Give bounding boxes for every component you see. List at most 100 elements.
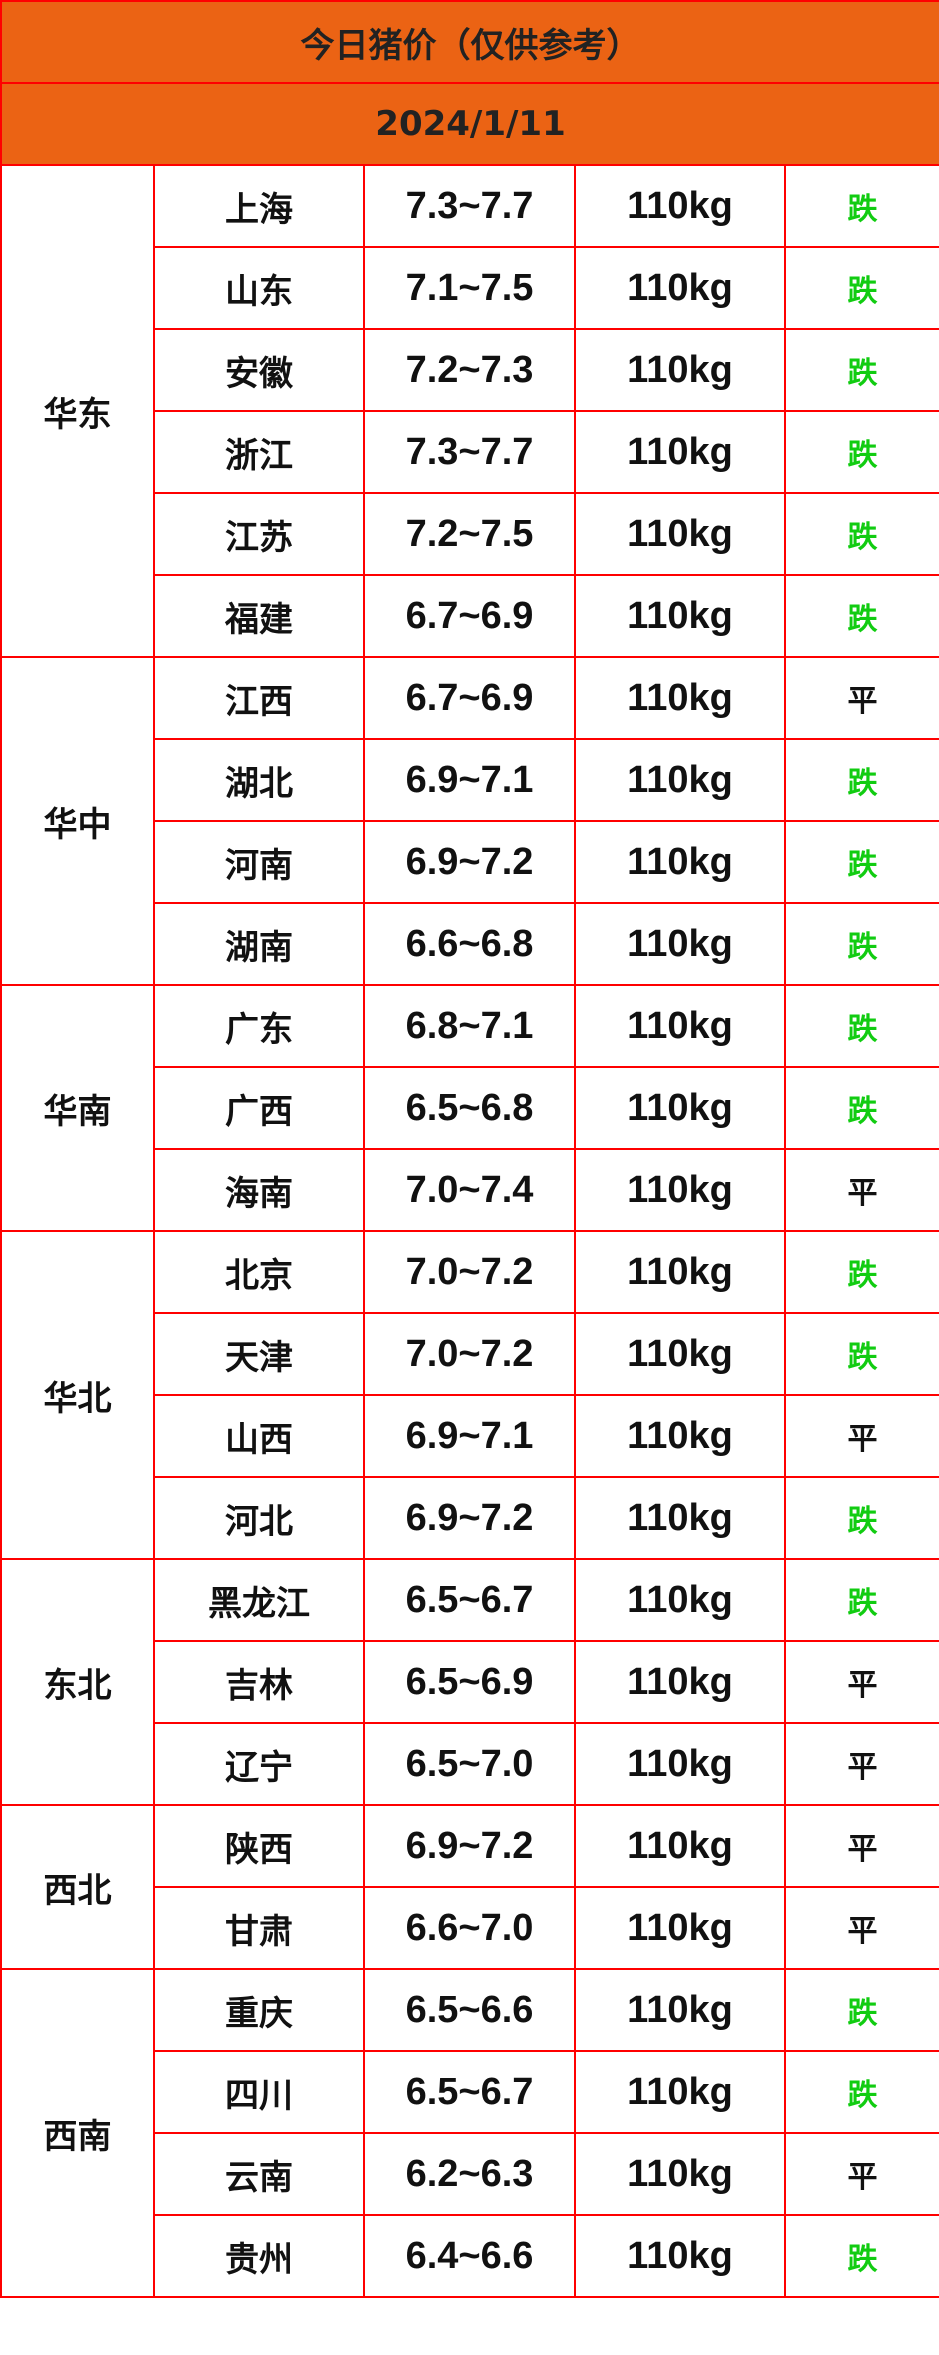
table-date: 2024/1/11 bbox=[0, 82, 939, 166]
province-cell: 海南 bbox=[153, 1148, 365, 1232]
region-cell: 华东 bbox=[0, 164, 155, 658]
weight-cell: 110kg bbox=[574, 1804, 786, 1888]
table-row: 西北 陕西 6.9~7.2 110kg 平 bbox=[0, 1804, 939, 1970]
price-range-cell: 7.0~7.2 bbox=[363, 1230, 576, 1314]
trend-cell: 平 bbox=[783, 1722, 939, 1806]
weight-cell: 110kg bbox=[574, 1722, 786, 1806]
price-range-cell: 6.5~6.8 bbox=[363, 1066, 576, 1150]
region-cell: 西北 bbox=[0, 1804, 155, 1970]
price-range-cell: 6.5~6.7 bbox=[363, 1558, 576, 1642]
table-row: 山西 6.9~7.1 110kg 平 bbox=[1, 1394, 939, 1478]
weight-cell: 110kg bbox=[574, 738, 786, 822]
trend-cell: 跌 bbox=[783, 1558, 939, 1642]
province-cell: 河北 bbox=[153, 1476, 365, 1560]
province-cell: 上海 bbox=[153, 164, 365, 248]
trend-cell: 跌 bbox=[783, 1230, 939, 1314]
price-range-cell: 6.9~7.2 bbox=[363, 820, 576, 904]
province-cell: 河南 bbox=[153, 820, 365, 904]
trend-cell: 跌 bbox=[783, 164, 939, 248]
price-range-cell: 6.5~6.6 bbox=[363, 1968, 576, 2052]
province-cell: 浙江 bbox=[153, 410, 365, 494]
weight-cell: 110kg bbox=[574, 820, 786, 904]
table-row: 华中 江西 6.7~6.9 110kg 平 bbox=[0, 656, 939, 986]
table-row: 东北 黑龙江 6.5~6.7 110kg 跌 bbox=[0, 1558, 939, 1806]
price-range-cell: 7.2~7.3 bbox=[363, 328, 576, 412]
price-range-cell: 6.5~7.0 bbox=[363, 1722, 576, 1806]
province-cell: 贵州 bbox=[153, 2214, 365, 2298]
table-row: 华南 广东 6.8~7.1 110kg 跌 bbox=[0, 984, 939, 1232]
trend-cell: 跌 bbox=[783, 492, 939, 576]
price-range-cell: 7.3~7.7 bbox=[363, 164, 576, 248]
weight-cell: 110kg bbox=[574, 1148, 786, 1232]
trend-cell: 平 bbox=[783, 1640, 939, 1724]
price-range-cell: 6.6~7.0 bbox=[363, 1886, 576, 1970]
trend-cell: 跌 bbox=[783, 1312, 939, 1396]
weight-cell: 110kg bbox=[574, 574, 786, 658]
table-title: 今日猪价（仅供参考） bbox=[0, 0, 939, 84]
province-cell: 黑龙江 bbox=[153, 1558, 365, 1642]
province-cell: 北京 bbox=[153, 1230, 365, 1314]
province-cell: 四川 bbox=[153, 2050, 365, 2134]
price-range-cell: 6.8~7.1 bbox=[363, 984, 576, 1068]
price-range-cell: 7.1~7.5 bbox=[363, 246, 576, 330]
trend-cell: 跌 bbox=[783, 246, 939, 330]
trend-cell: 平 bbox=[783, 1148, 939, 1232]
trend-cell: 平 bbox=[783, 1886, 939, 1970]
price-range-cell: 6.4~6.6 bbox=[363, 2214, 576, 2298]
weight-cell: 110kg bbox=[574, 410, 786, 494]
table-row: 天津 7.0~7.2 110kg 跌 bbox=[1, 1312, 939, 1396]
price-range-cell: 7.0~7.4 bbox=[363, 1148, 576, 1232]
table-row: 吉林 6.5~6.9 110kg 平 bbox=[1, 1640, 939, 1724]
price-range-cell: 6.9~7.1 bbox=[363, 1394, 576, 1478]
weight-cell: 110kg bbox=[574, 1394, 786, 1478]
trend-cell: 跌 bbox=[783, 410, 939, 494]
price-range-cell: 6.5~6.9 bbox=[363, 1640, 576, 1724]
pig-price-table: 今日猪价（仅供参考） 2024/1/11 华东 上海 7.3~7.7 110kg 跌山东… bbox=[0, 0, 939, 2298]
province-cell: 山西 bbox=[153, 1394, 365, 1478]
table-row: 西南 重庆 6.5~6.6 110kg 跌 bbox=[0, 1968, 939, 2298]
trend-cell: 平 bbox=[783, 2132, 939, 2216]
trend-cell: 跌 bbox=[783, 820, 939, 904]
weight-cell: 110kg bbox=[574, 1886, 786, 1970]
trend-cell: 跌 bbox=[783, 2050, 939, 2134]
weight-cell: 110kg bbox=[574, 984, 786, 1068]
weight-cell: 110kg bbox=[574, 164, 786, 248]
trend-cell: 平 bbox=[783, 1804, 939, 1888]
trend-cell: 跌 bbox=[783, 328, 939, 412]
trend-cell: 平 bbox=[783, 1394, 939, 1478]
price-range-cell: 7.2~7.5 bbox=[363, 492, 576, 576]
table-row: 贵州 6.4~6.6 110kg 跌 bbox=[1, 2214, 939, 2298]
table-row: 海南 7.0~7.4 110kg 平 bbox=[1, 1148, 939, 1232]
price-range-cell: 6.7~6.9 bbox=[363, 656, 576, 740]
table-row: 广西 6.5~6.8 110kg 跌 bbox=[1, 1066, 939, 1150]
table-row: 华东 上海 7.3~7.7 110kg 跌 bbox=[0, 164, 939, 658]
table-row: 湖北 6.9~7.1 110kg 跌 bbox=[1, 738, 939, 822]
province-cell: 湖北 bbox=[153, 738, 365, 822]
price-range-cell: 7.0~7.2 bbox=[363, 1312, 576, 1396]
province-cell: 山东 bbox=[153, 246, 365, 330]
trend-cell: 跌 bbox=[783, 574, 939, 658]
province-cell: 江西 bbox=[153, 656, 365, 740]
province-cell: 福建 bbox=[153, 574, 365, 658]
weight-cell: 110kg bbox=[574, 1558, 786, 1642]
price-range-cell: 6.9~7.1 bbox=[363, 738, 576, 822]
price-range-cell: 6.2~6.3 bbox=[363, 2132, 576, 2216]
weight-cell: 110kg bbox=[574, 328, 786, 412]
weight-cell: 110kg bbox=[574, 656, 786, 740]
price-range-cell: 7.3~7.7 bbox=[363, 410, 576, 494]
weight-cell: 110kg bbox=[574, 2214, 786, 2298]
trend-cell: 跌 bbox=[783, 1476, 939, 1560]
region-cell: 华南 bbox=[0, 984, 155, 1232]
trend-cell: 跌 bbox=[783, 1968, 939, 2052]
weight-cell: 110kg bbox=[574, 2132, 786, 2216]
trend-cell: 跌 bbox=[783, 1066, 939, 1150]
table-row: 辽宁 6.5~7.0 110kg 平 bbox=[1, 1722, 939, 1806]
province-cell: 陕西 bbox=[153, 1804, 365, 1888]
table-row: 浙江 7.3~7.7 110kg 跌 bbox=[1, 410, 939, 494]
weight-cell: 110kg bbox=[574, 1476, 786, 1560]
table-row: 湖南 6.6~6.8 110kg 跌 bbox=[1, 902, 939, 986]
table-row: 云南 6.2~6.3 110kg 平 bbox=[1, 2132, 939, 2216]
trend-cell: 跌 bbox=[783, 2214, 939, 2298]
weight-cell: 110kg bbox=[574, 1968, 786, 2052]
region-cell: 西南 bbox=[0, 1968, 155, 2298]
